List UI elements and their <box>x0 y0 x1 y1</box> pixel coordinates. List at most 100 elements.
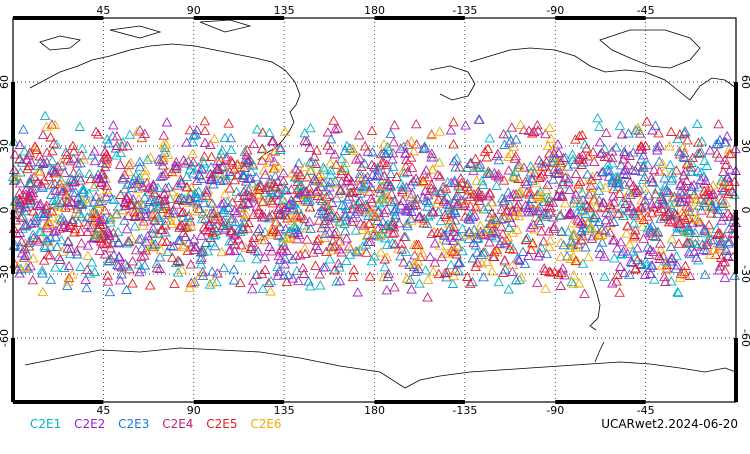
occultation-marker <box>722 250 734 261</box>
occultation-marker <box>389 212 400 223</box>
occultation-marker <box>157 224 168 235</box>
occultation-marker <box>573 278 585 288</box>
occultation-marker <box>264 127 275 137</box>
occultation-marker <box>248 193 259 203</box>
occultation-marker <box>279 253 291 263</box>
occultation-marker <box>217 145 228 155</box>
occultation-marker <box>521 187 533 197</box>
occultation-marker <box>538 236 549 246</box>
occultation-marker <box>463 213 474 223</box>
occultation-marker <box>113 260 124 271</box>
occultation-marker <box>576 159 587 169</box>
occultation-marker <box>558 239 569 250</box>
occultation-marker <box>389 204 401 214</box>
occultation-marker <box>677 142 689 152</box>
occultation-marker <box>155 244 167 255</box>
occultation-marker <box>193 169 205 179</box>
occultation-marker <box>434 157 445 167</box>
occultation-marker <box>133 199 144 209</box>
occultation-marker <box>259 251 271 262</box>
occultation-marker <box>121 223 133 234</box>
occultation-marker <box>436 251 447 262</box>
occultation-marker <box>134 156 146 167</box>
occultation-marker <box>557 176 569 186</box>
occultation-marker <box>188 156 199 167</box>
occultation-marker <box>678 170 689 180</box>
occultation-marker <box>105 253 116 263</box>
occultation-marker <box>31 213 42 223</box>
occultation-marker <box>666 233 678 244</box>
occultation-marker <box>707 180 719 190</box>
occultation-marker <box>490 214 502 225</box>
occultation-marker <box>257 127 268 137</box>
occultation-marker <box>354 180 366 191</box>
occultation-marker <box>252 189 264 199</box>
occultation-marker <box>69 223 81 234</box>
occultation-marker <box>352 287 363 297</box>
occultation-marker <box>161 117 173 127</box>
occultation-marker <box>297 262 309 273</box>
occultation-marker <box>43 171 55 182</box>
occultation-marker <box>445 259 457 270</box>
occultation-marker <box>30 215 41 226</box>
occultation-marker <box>576 235 587 245</box>
occultation-marker <box>49 119 61 130</box>
occultation-marker <box>412 244 424 254</box>
occultation-marker <box>610 142 622 152</box>
occultation-marker <box>544 235 556 245</box>
occultation-marker <box>529 224 540 234</box>
occultation-marker <box>70 187 81 197</box>
occultation-marker <box>721 130 733 141</box>
occultation-marker <box>47 195 59 205</box>
lat-tick-label-right: -30 <box>739 265 750 283</box>
occultation-marker <box>439 230 450 240</box>
occultation-marker <box>75 261 86 271</box>
occultation-marker <box>271 187 283 197</box>
occultation-marker <box>82 226 93 237</box>
occultation-marker <box>450 265 461 275</box>
occultation-marker <box>586 222 597 233</box>
occultation-marker <box>260 150 272 160</box>
occultation-marker <box>646 207 658 218</box>
occultation-marker <box>401 206 412 216</box>
occultation-marker <box>396 244 408 254</box>
occultation-marker <box>149 187 160 198</box>
occultation-marker <box>379 254 391 264</box>
occultation-marker <box>199 151 210 161</box>
occultation-marker <box>269 217 281 228</box>
occultation-marker <box>206 174 218 184</box>
occultation-marker <box>586 182 597 192</box>
occultation-marker <box>478 204 490 214</box>
occultation-marker <box>442 198 453 209</box>
occultation-marker <box>129 206 140 217</box>
occultation-marker <box>181 171 192 182</box>
occultation-marker <box>219 132 231 143</box>
occultation-marker <box>231 207 243 217</box>
occultation-marker <box>170 215 182 225</box>
occultation-marker <box>467 253 478 263</box>
occultation-marker <box>647 125 658 135</box>
occultation-marker <box>95 173 106 184</box>
occultation-marker <box>206 151 217 162</box>
occultation-marker <box>301 186 312 196</box>
occultation-marker <box>448 138 459 149</box>
occultation-marker <box>518 124 530 135</box>
occultation-marker <box>653 206 664 216</box>
occultation-marker <box>702 226 713 236</box>
occultation-marker <box>45 241 56 251</box>
occultation-marker <box>376 181 388 192</box>
occultation-marker <box>40 203 52 213</box>
occultation-marker <box>34 200 46 210</box>
occultation-marker <box>160 227 171 237</box>
occultation-marker <box>532 119 543 130</box>
occultation-marker <box>366 196 378 207</box>
occultation-marker <box>599 271 610 281</box>
occultation-marker <box>689 227 701 237</box>
occultation-marker <box>243 190 255 200</box>
occultation-marker <box>435 227 447 237</box>
occultation-marker <box>366 159 378 169</box>
occultation-marker <box>632 254 643 265</box>
occultation-marker <box>251 124 263 134</box>
occultation-marker <box>644 224 656 235</box>
